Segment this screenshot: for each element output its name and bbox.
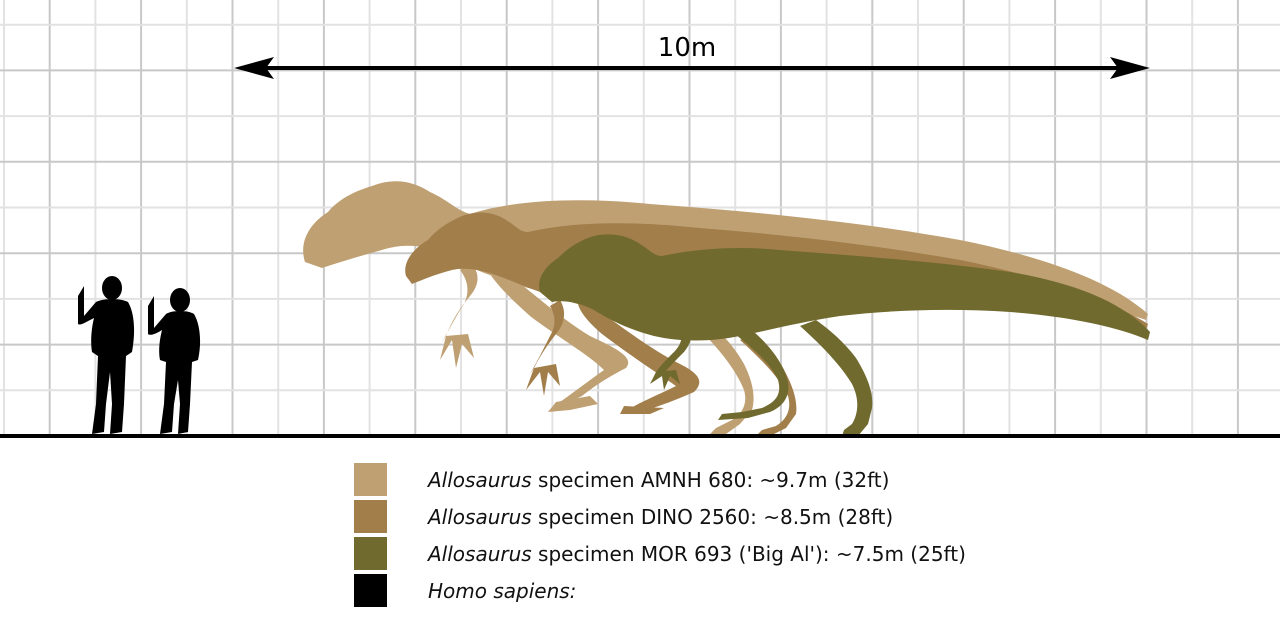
left-arrow-icon — [234, 57, 274, 79]
legend-label: Allosaurus specimen DINO 2560: ~8.5m (28… — [428, 505, 893, 529]
legend-label: Allosaurus specimen AMNH 680: ~9.7m (32f… — [428, 468, 889, 492]
legend-description: specimen MOR 693 ('Big Al'): ~7.5m (25ft… — [531, 542, 966, 566]
legend-genus: Allosaurus — [428, 468, 532, 492]
scale-bar-label: 10m — [658, 33, 716, 63]
legend-description: specimen AMNH 680: ~9.7m (32ft) — [531, 468, 890, 492]
scale-bar: 10m — [234, 33, 1150, 79]
legend-genus: Homo sapiens: — [428, 579, 577, 603]
legend-label: Allosaurus specimen MOR 693 ('Big Al'): … — [428, 542, 966, 566]
legend-label: Homo sapiens: — [428, 579, 576, 603]
allosaurus-mor-693-silhouette — [539, 234, 1150, 436]
legend-swatch — [354, 537, 387, 570]
human-silhouettes — [78, 276, 201, 434]
human-male-silhouette — [78, 276, 135, 434]
legend-description: specimen DINO 2560: ~8.5m (28ft) — [531, 505, 894, 529]
right-arrow-icon — [1110, 57, 1150, 79]
legend-swatch — [354, 463, 387, 496]
human-female-silhouette — [148, 288, 201, 434]
legend-genus: Allosaurus — [428, 542, 532, 566]
legend-swatch — [354, 574, 387, 607]
legend-swatch — [354, 500, 387, 533]
legend-genus: Allosaurus — [428, 505, 532, 529]
